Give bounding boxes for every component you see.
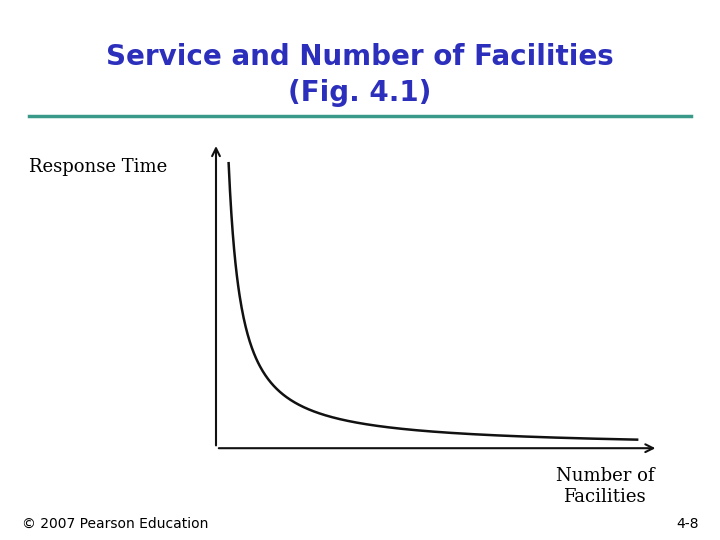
Text: Number of
Facilities: Number of Facilities [556, 467, 654, 506]
Text: Response Time: Response Time [29, 158, 167, 177]
Text: Service and Number of Facilities: Service and Number of Facilities [106, 43, 614, 71]
Text: © 2007 Pearson Education: © 2007 Pearson Education [22, 517, 208, 531]
Text: (Fig. 4.1): (Fig. 4.1) [288, 79, 432, 107]
Text: 4-8: 4-8 [676, 517, 698, 531]
